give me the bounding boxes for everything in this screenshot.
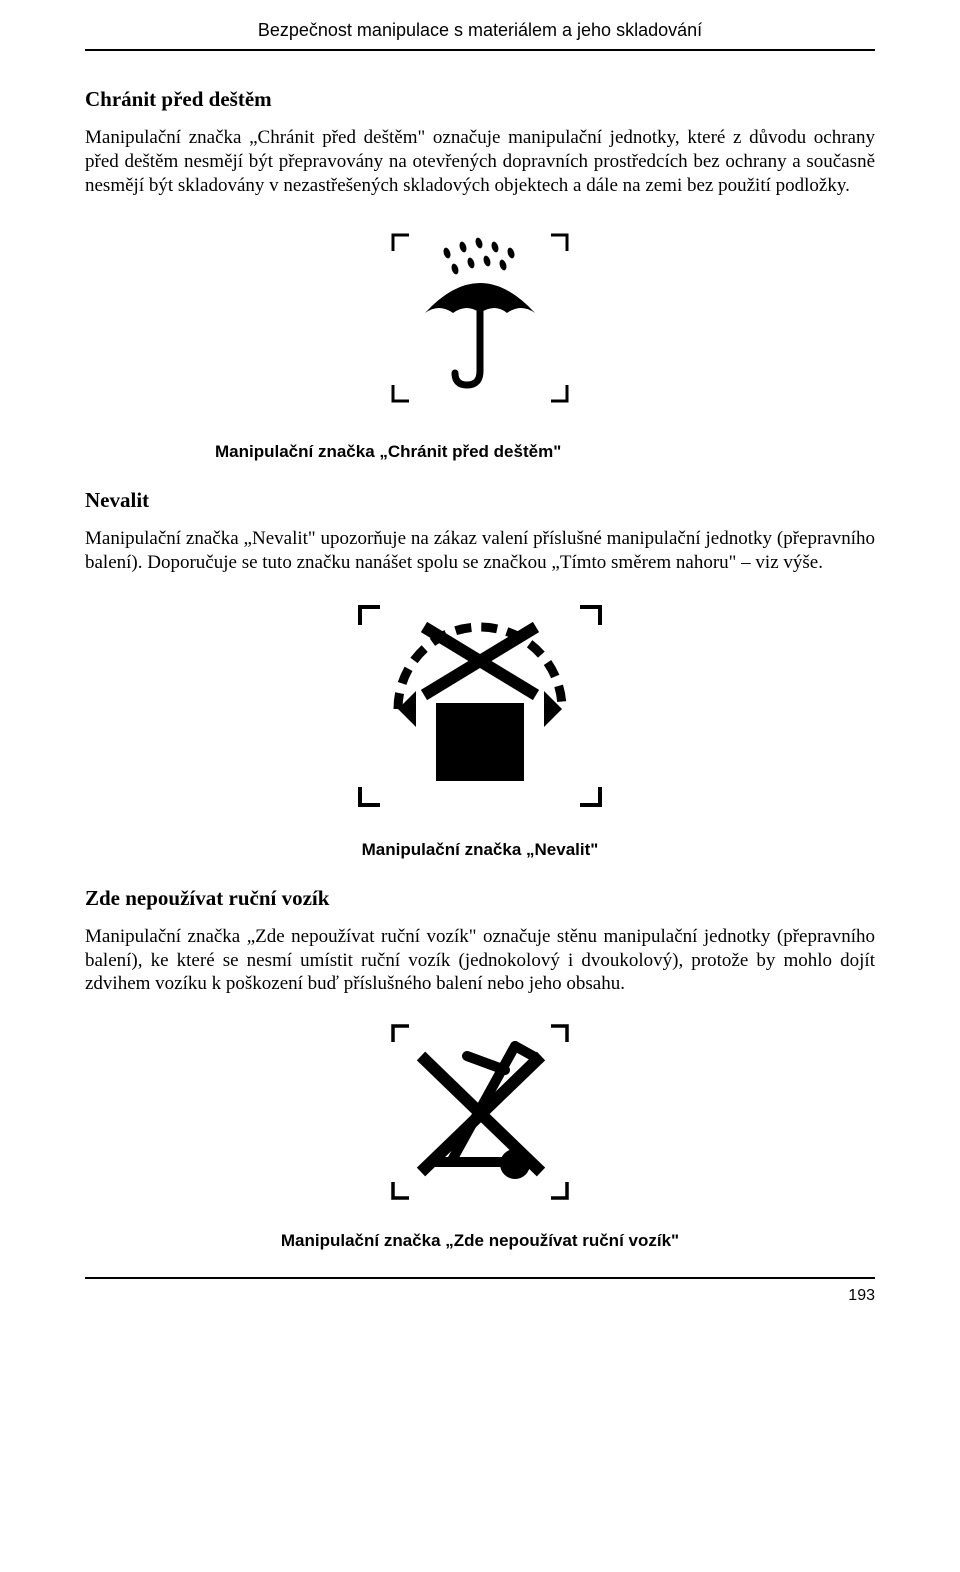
header-rule [85,49,875,51]
notruck-icon [365,1012,595,1212]
section-heading-3: Zde nepoužívat ruční vozík [85,886,875,911]
footer-rule [85,1277,875,1279]
section-paragraph-1: Manipulační značka „Chránit před deštěm"… [85,126,875,197]
section-paragraph-2: Manipulační značka „Nevalit" upozorňuje … [85,527,875,575]
document-page: Bezpečnost manipulace s materiálem a jeh… [0,0,960,1572]
figure-caption-1: Manipulační značka „Chránit před deštěm" [215,442,875,462]
section-heading-2: Nevalit [85,488,875,513]
page-header-title: Bezpečnost manipulace s materiálem a jeh… [85,20,875,41]
section-heading-1: Chránit před deštěm [85,87,875,112]
section-paragraph-3: Manipulační značka „Zde nepoužívat ruční… [85,925,875,996]
figure-caption-2: Manipulační značka „Nevalit" [85,840,875,860]
noroll-icon [320,591,640,821]
figure-notruck [85,1012,875,1217]
page-number: 193 [85,1287,875,1305]
umbrella-icon [375,213,585,423]
figure-umbrella [85,213,875,428]
figure-noroll [85,591,875,826]
figure-caption-3: Manipulační značka „Zde nepoužívat ruční… [85,1231,875,1251]
